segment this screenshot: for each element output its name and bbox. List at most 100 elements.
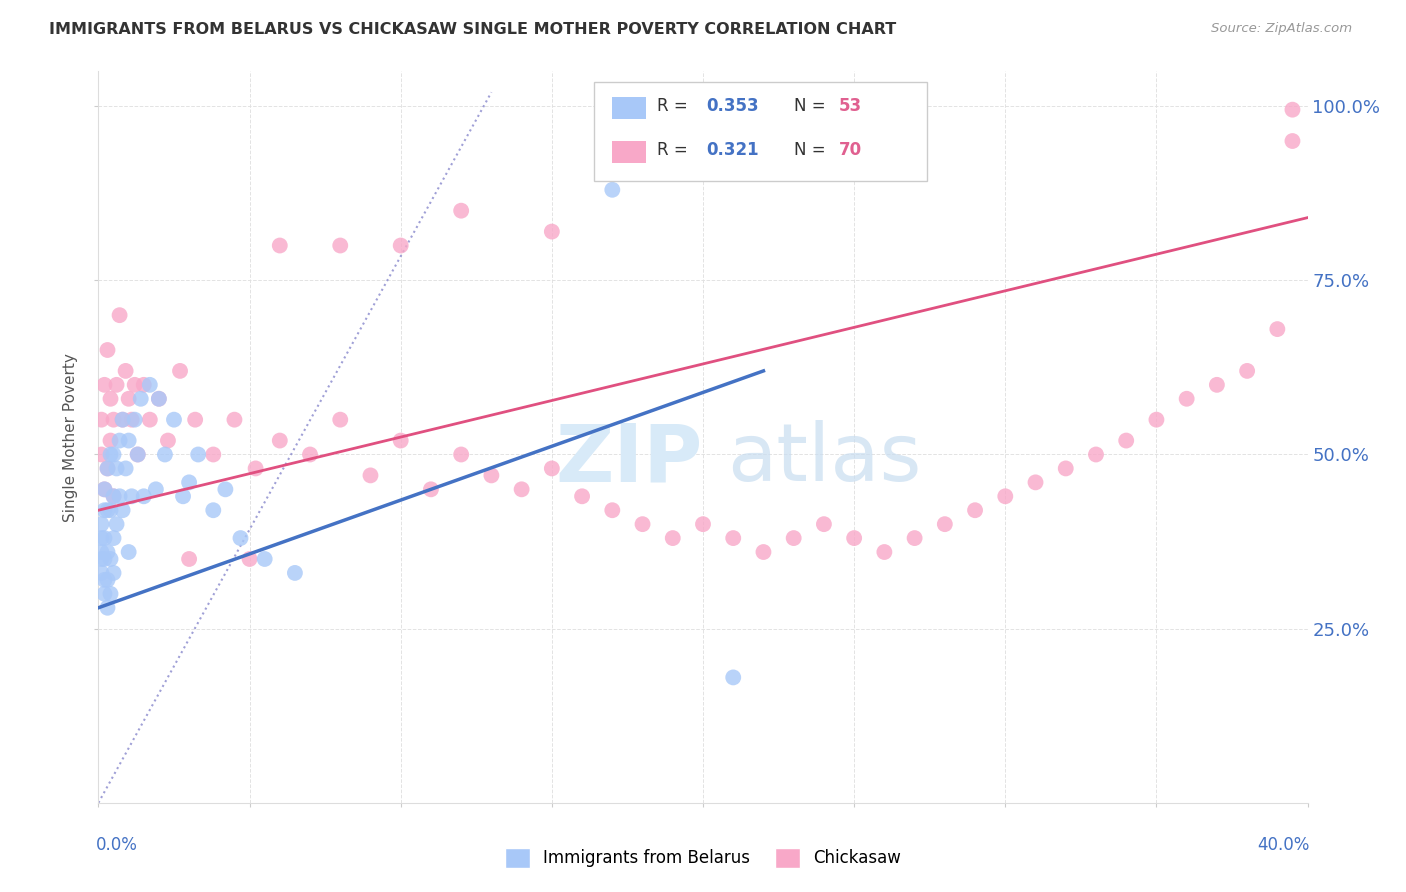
Point: [100, 587, 122, 601]
Point: [571, 489, 593, 503]
Text: Source: ZipAtlas.com: Source: ZipAtlas.com: [1212, 22, 1353, 36]
Point: [96, 343, 118, 357]
Point: [124, 377, 146, 392]
Point: [602, 183, 624, 197]
Y-axis label: Single Mother Poverty: Single Mother Poverty: [63, 352, 79, 522]
Point: [481, 468, 503, 483]
Text: R =: R =: [657, 141, 693, 160]
Point: [145, 483, 167, 497]
Point: [105, 461, 128, 475]
Legend: Immigrants from Belarus, Chickasaw: Immigrants from Belarus, Chickasaw: [498, 841, 908, 875]
Point: [723, 531, 745, 545]
Point: [329, 238, 352, 252]
Point: [813, 517, 835, 532]
Point: [90, 531, 112, 545]
Point: [510, 483, 533, 497]
Text: 53: 53: [838, 97, 862, 115]
FancyBboxPatch shape: [613, 141, 647, 163]
Point: [1281, 103, 1303, 117]
Point: [105, 517, 128, 532]
Point: [90, 552, 112, 566]
Point: [844, 531, 866, 545]
Point: [540, 225, 562, 239]
Point: [90, 412, 112, 426]
Point: [299, 448, 322, 462]
Point: [187, 448, 209, 462]
Point: [100, 503, 122, 517]
Point: [111, 412, 134, 426]
Point: [873, 545, 896, 559]
Point: [1024, 475, 1046, 490]
Point: [389, 434, 412, 448]
Point: [96, 461, 118, 475]
Point: [163, 412, 186, 426]
Point: [1054, 461, 1077, 475]
Point: [1206, 377, 1229, 392]
Point: [90, 545, 112, 559]
Point: [96, 503, 118, 517]
Point: [90, 517, 112, 532]
Point: [121, 489, 143, 503]
Point: [114, 461, 136, 475]
Point: [1267, 322, 1289, 336]
Point: [103, 448, 125, 462]
Point: [108, 308, 131, 322]
Point: [389, 238, 412, 252]
Point: [127, 448, 149, 462]
Point: [179, 552, 201, 566]
Point: [93, 531, 115, 545]
Point: [93, 483, 115, 497]
Point: [965, 503, 987, 517]
Point: [93, 552, 115, 566]
Point: [129, 392, 152, 406]
Point: [111, 503, 134, 517]
Point: [108, 434, 131, 448]
Point: [93, 573, 115, 587]
Point: [1115, 434, 1137, 448]
Point: [103, 489, 125, 503]
Point: [127, 448, 149, 462]
Point: [329, 412, 352, 426]
Point: [269, 238, 291, 252]
Point: [93, 587, 115, 601]
Text: N =: N =: [793, 141, 831, 160]
Point: [360, 468, 382, 483]
Point: [103, 566, 125, 580]
Point: [96, 600, 118, 615]
Text: 40.0%: 40.0%: [1257, 836, 1310, 854]
Point: [752, 545, 775, 559]
Point: [93, 483, 115, 497]
Point: [723, 670, 745, 684]
Point: [139, 377, 162, 392]
Text: 0.353: 0.353: [707, 97, 759, 115]
Point: [245, 461, 267, 475]
Point: [96, 461, 118, 475]
Point: [148, 392, 170, 406]
FancyBboxPatch shape: [613, 97, 647, 119]
Point: [124, 412, 146, 426]
Point: [118, 392, 141, 406]
Point: [179, 475, 201, 490]
Point: [100, 448, 122, 462]
Point: [450, 203, 472, 218]
Point: [450, 448, 472, 462]
Point: [90, 566, 112, 580]
Point: [904, 531, 927, 545]
Point: [156, 434, 179, 448]
Point: [96, 573, 118, 587]
Point: [1236, 364, 1258, 378]
Point: [253, 552, 276, 566]
Point: [100, 552, 122, 566]
Text: 0.0%: 0.0%: [96, 836, 138, 854]
Point: [148, 392, 170, 406]
Point: [118, 434, 141, 448]
Point: [202, 448, 225, 462]
Point: [108, 489, 131, 503]
Point: [103, 412, 125, 426]
Point: [118, 545, 141, 559]
Point: [1175, 392, 1198, 406]
Point: [661, 531, 683, 545]
Point: [132, 489, 155, 503]
Point: [239, 552, 262, 566]
Point: [153, 448, 176, 462]
